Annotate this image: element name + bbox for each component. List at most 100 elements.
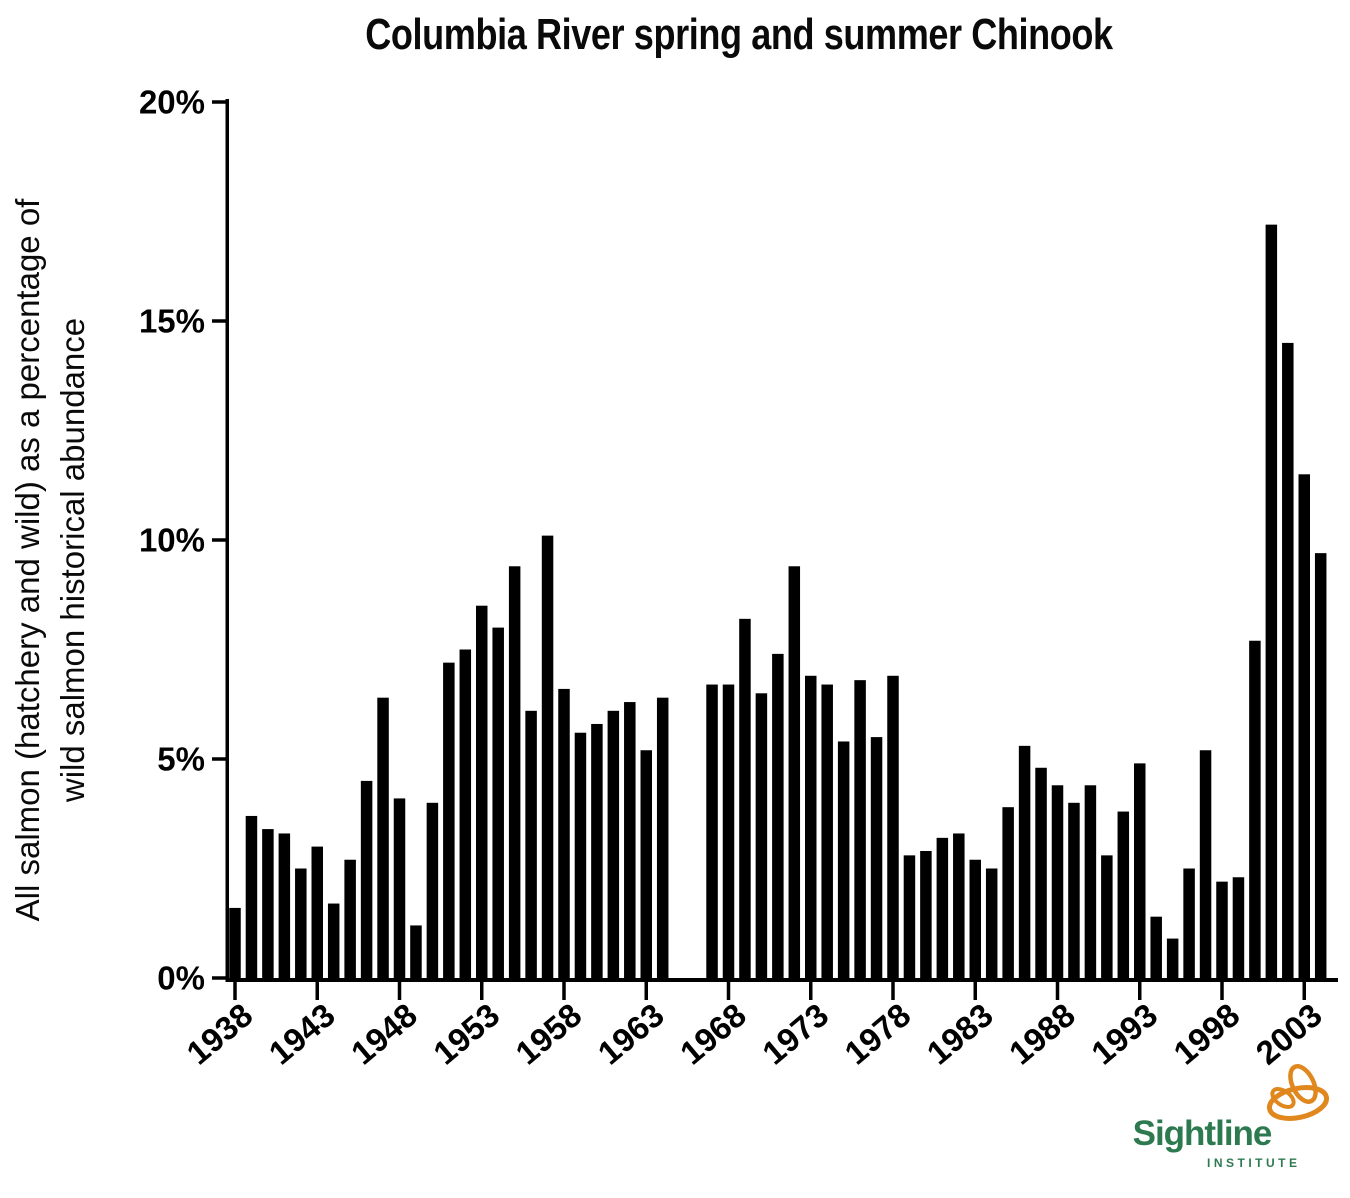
bar-1976 (854, 680, 866, 978)
bar-1956 (525, 710, 537, 978)
bar-1959 (574, 732, 587, 978)
x-tick-label-1988: 1988 (1002, 996, 1082, 1072)
bar-1967 (706, 684, 718, 978)
bar-1951 (443, 662, 455, 978)
bar-1997 (1199, 750, 1212, 978)
x-tick-label-1958: 1958 (508, 996, 588, 1072)
x-tick (726, 978, 731, 1000)
bar-1992 (1117, 811, 1130, 978)
y-tick-label: 20% (139, 84, 205, 121)
bar-1938 (229, 907, 241, 978)
x-tick-label-1978: 1978 (837, 996, 917, 1072)
bar-1963 (640, 750, 652, 978)
bar-1972 (788, 566, 801, 978)
bar-1989 (1068, 802, 1080, 978)
bar-1964 (656, 697, 669, 978)
bar-1978 (887, 675, 899, 978)
x-tick (562, 978, 566, 1000)
bar-1940 (262, 829, 274, 978)
bar-1946 (360, 780, 373, 978)
x-tick (480, 978, 484, 1000)
x-tick (1055, 978, 1060, 1000)
y-tick-label: 10% (139, 522, 205, 559)
bar-1973 (805, 675, 817, 978)
bar-1941 (278, 833, 291, 978)
bar-1947 (377, 697, 389, 978)
chart-title: Columbia River spring and summer Chinook (365, 10, 1113, 59)
bar-1962 (624, 702, 636, 978)
x-tick-label-1953: 1953 (426, 996, 506, 1072)
x-tick (973, 978, 977, 1000)
x-tick-label-1963: 1963 (591, 996, 671, 1072)
bar-1960 (591, 723, 603, 978)
bar-1987 (1035, 767, 1047, 978)
bar-1958 (558, 688, 570, 978)
logo-loop-small (1270, 1087, 1296, 1109)
bar-1994 (1150, 916, 1162, 978)
bar-1953 (476, 605, 488, 978)
bar-1954 (492, 627, 504, 978)
bar-1970 (755, 693, 768, 978)
bar-1943 (311, 846, 323, 978)
x-tick-label-2003: 2003 (1249, 996, 1329, 1072)
x-tick (1220, 978, 1224, 1000)
x-tick (233, 978, 237, 1000)
bar-1971 (772, 653, 784, 978)
bar-2001 (1265, 224, 1278, 978)
bar-1982 (953, 833, 965, 978)
bar-1961 (607, 710, 620, 978)
bar-1949 (410, 925, 422, 978)
x-tick-label-1943: 1943 (262, 996, 342, 1072)
bar-2004 (1314, 553, 1327, 978)
x-tick (315, 978, 319, 1000)
bar-1998 (1216, 881, 1228, 978)
bar-1948 (393, 798, 406, 978)
sightline-logo-icon (1266, 1064, 1330, 1121)
y-tick-label: 15% (139, 303, 205, 340)
bar-2000 (1249, 640, 1261, 978)
bar-1986 (1018, 745, 1031, 978)
x-tick-label-1968: 1968 (673, 996, 753, 1072)
x-tick-label-1973: 1973 (755, 996, 835, 1072)
bar-1979 (903, 855, 916, 978)
bar-1952 (459, 649, 472, 978)
y-tick (212, 100, 226, 104)
bar-1999 (1232, 877, 1245, 978)
bar-1990 (1084, 785, 1097, 978)
bar-1955 (508, 566, 521, 978)
bar-1996 (1183, 868, 1195, 978)
y-tick (212, 538, 226, 542)
bar-1984 (985, 868, 998, 978)
y-axis-line (225, 99, 229, 982)
x-tick (809, 978, 813, 1000)
x-tick-label-1993: 1993 (1084, 996, 1164, 1072)
y-tick (212, 319, 226, 323)
y-tick (212, 757, 226, 761)
bar-1991 (1101, 855, 1113, 978)
bar-1981 (936, 837, 949, 978)
bar-1995 (1166, 938, 1179, 978)
bar-1939 (245, 815, 258, 978)
x-tick (891, 978, 895, 1000)
logo-institute-text: INSTITUTE (1207, 1156, 1301, 1170)
x-tick-label-1938: 1938 (179, 996, 259, 1072)
bar-1980 (920, 850, 932, 978)
y-tick-label: 5% (157, 741, 205, 778)
bar-1957 (541, 535, 554, 978)
bar-1950 (426, 802, 439, 978)
logo-brand-text: Sightline (1132, 1114, 1273, 1153)
bar-1977 (870, 737, 883, 978)
bar-1983 (969, 859, 981, 978)
bar-2002 (1282, 342, 1294, 978)
bar-1988 (1051, 785, 1064, 978)
bar-1942 (295, 868, 307, 978)
bar-2003 (1298, 474, 1310, 978)
x-tick (644, 978, 648, 1000)
x-tick-label-1948: 1948 (344, 996, 424, 1072)
bar-1968 (722, 684, 735, 978)
x-tick (397, 978, 402, 1000)
bar-1975 (837, 741, 850, 978)
y-tick-label: 0% (157, 960, 205, 997)
